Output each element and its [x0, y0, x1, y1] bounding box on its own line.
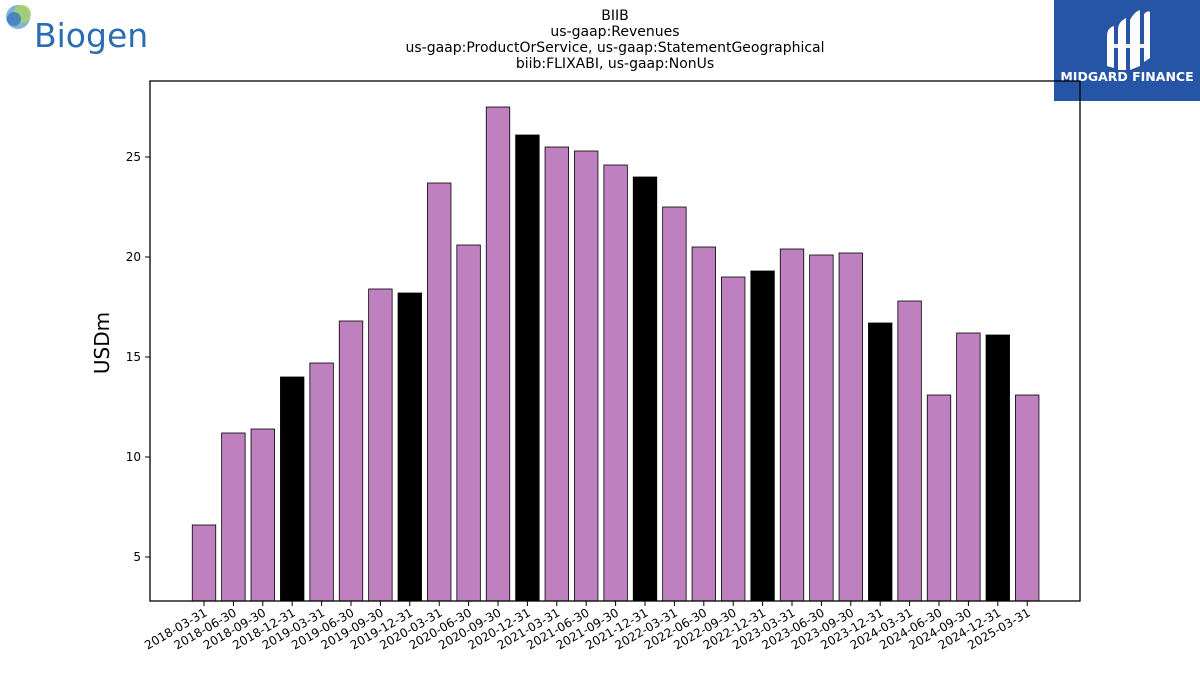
- bar-2023-06-30: [809, 254, 834, 602]
- publisher-mark-icon: [1107, 10, 1150, 70]
- logo-sphere-icon: [7, 12, 21, 26]
- company-logo: Biogen: [6, 5, 148, 55]
- title-line-3: us-gaap:ProductOrService, us-gaap:Statem…: [405, 40, 824, 56]
- y-ticks-group: 5 10 15 20 25: [126, 150, 150, 564]
- bar-2018-09-30: [250, 428, 275, 602]
- bar-2019-03-31: [309, 362, 334, 602]
- bar-2019-12-31: [397, 292, 422, 602]
- bar-2022-03-31: [662, 206, 687, 602]
- bar-2021-12-31: [632, 176, 658, 602]
- y-tick-label: 5: [133, 550, 141, 564]
- y-tick-label: 20: [126, 250, 141, 264]
- bar-2021-06-30: [574, 150, 599, 602]
- bar-2024-03-31: [897, 300, 922, 602]
- bar-2018-06-30: [221, 432, 246, 602]
- bar-2023-03-31: [779, 248, 805, 602]
- bar-2020-09-30: [485, 106, 511, 602]
- bar-2018-12-31: [280, 376, 305, 602]
- bar-2019-06-30: [338, 320, 364, 602]
- chart-title: BIIB us-gaap:Revenues us-gaap:ProductOrS…: [405, 8, 824, 72]
- bar-2024-06-30: [926, 394, 952, 602]
- bars-group: [191, 106, 1040, 602]
- bar-2022-12-31: [750, 270, 775, 602]
- bar-2021-09-30: [603, 164, 628, 602]
- bar-2022-06-30: [691, 246, 716, 602]
- bar-2018-03-31: [191, 524, 217, 602]
- company-logo-text: Biogen: [34, 16, 148, 55]
- y-tick-label: 10: [126, 450, 141, 464]
- y-tick-label: 15: [126, 350, 141, 364]
- bar-2022-09-30: [721, 276, 746, 602]
- title-line-2: us-gaap:Revenues: [550, 24, 679, 40]
- bar-2024-12-31: [985, 334, 1010, 602]
- publisher-logo: MIDGARD FINANCE: [1054, 0, 1200, 101]
- x-ticks-group: 2018-03-312018-06-302018-09-302018-12-31…: [142, 601, 1033, 652]
- y-axis-label: USDm: [90, 312, 114, 374]
- bar-2021-03-31: [544, 146, 569, 602]
- bar-2020-12-31: [515, 134, 540, 602]
- bar-2023-09-30: [838, 252, 863, 602]
- bar-2024-09-30: [956, 332, 981, 602]
- bar-2023-12-31: [868, 322, 893, 602]
- bar-2020-06-30: [456, 244, 481, 602]
- title-line-4: biib:FLIXABI, us-gaap:NonUs: [516, 56, 714, 72]
- bar-2020-03-31: [427, 182, 452, 602]
- title-line-1: BIIB: [601, 8, 628, 24]
- publisher-logo-background: [1054, 0, 1200, 101]
- plot-frame: [149, 80, 1081, 602]
- publisher-logo-text: MIDGARD FINANCE: [1060, 69, 1193, 84]
- bar-2019-09-30: [368, 288, 393, 602]
- bar-2025-03-31: [1015, 394, 1040, 602]
- y-tick-label: 25: [126, 150, 141, 164]
